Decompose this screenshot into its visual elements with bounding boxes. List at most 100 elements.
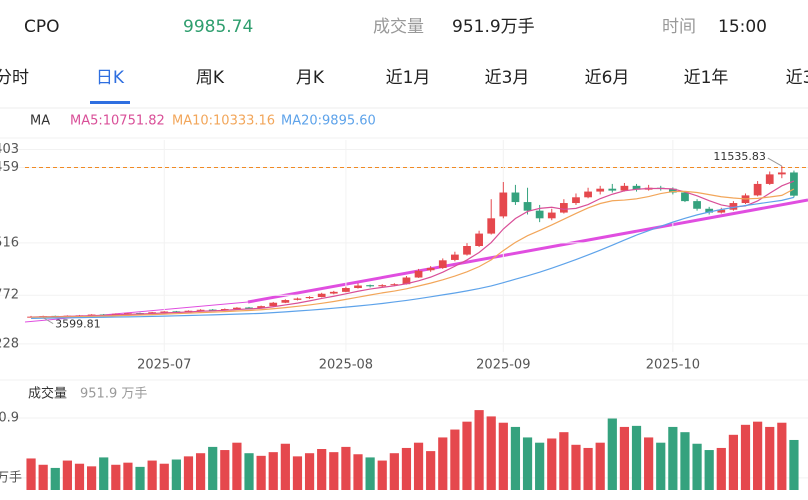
volume-bar	[498, 422, 508, 490]
candle-body	[293, 298, 302, 300]
volume-bar	[728, 434, 738, 490]
low-label: 3599.81	[55, 318, 101, 331]
volume-bar	[413, 442, 424, 490]
x-tick-label: 2025-07	[137, 358, 191, 373]
symbol: CPO	[24, 17, 60, 37]
tab[interactable]: 分时	[0, 68, 29, 88]
volume-bar	[341, 446, 351, 490]
candle-body	[487, 218, 496, 234]
candle-body	[124, 313, 132, 315]
volume-bar	[753, 421, 763, 490]
y-tick-label: 11459	[0, 160, 19, 175]
candle-body	[390, 284, 399, 286]
volume-bar	[522, 437, 533, 490]
candle-body	[777, 172, 786, 175]
volume-bar	[668, 426, 678, 490]
volume-bar	[147, 460, 157, 490]
tab[interactable]: 近3月	[485, 68, 530, 88]
tabs: 分时 日K 周K 月K 近1月 近3月 近6月 近1年 近3年	[0, 68, 808, 104]
time: 15:00	[718, 17, 767, 37]
candle-body	[402, 277, 411, 285]
volume-bar	[50, 467, 60, 490]
candle-body	[705, 208, 714, 213]
tab[interactable]: 日K	[96, 68, 125, 88]
time-label: 时间	[662, 17, 696, 37]
legend-title: MA	[30, 114, 50, 129]
candle-body	[584, 191, 592, 198]
candle-body	[608, 188, 617, 191]
tab[interactable]: 近1年	[684, 68, 729, 88]
tab[interactable]: 周K	[196, 68, 225, 88]
x-tick-label: 2025-10	[646, 358, 700, 373]
volume-bar	[268, 452, 278, 490]
volume-bar	[510, 426, 521, 490]
trend-line	[247, 198, 808, 304]
ma-line	[31, 188, 795, 318]
volume-bar	[183, 456, 194, 490]
candle-body	[511, 192, 520, 203]
volume-bar	[159, 463, 169, 490]
volume-bar	[559, 432, 569, 490]
candle-body	[172, 311, 181, 313]
candle-body	[668, 188, 677, 193]
y-tick-label: 2228	[0, 336, 19, 351]
candle-body	[620, 185, 629, 191]
volume-bar	[547, 438, 557, 490]
volume-caption: 951.9 万手	[80, 387, 147, 402]
candle-body	[499, 192, 508, 217]
x-tick-label: 2025-08	[319, 358, 373, 373]
trend-line	[24, 301, 249, 323]
volume-bar	[631, 425, 642, 490]
candle-body	[790, 172, 798, 196]
price: 9985.74	[183, 17, 253, 37]
candle-body	[475, 233, 483, 246]
candle-body	[414, 270, 423, 278]
candle-body	[366, 285, 374, 287]
candle-body	[342, 288, 350, 292]
volume-bar	[583, 447, 593, 490]
tab[interactable]: 近3年	[786, 68, 808, 88]
volume-bar	[595, 442, 605, 490]
high-label: 11535.83	[713, 150, 766, 163]
tab[interactable]: 月K	[296, 68, 325, 88]
candle-body	[693, 201, 701, 209]
candle-body	[329, 291, 338, 294]
volume-bar	[486, 416, 496, 490]
annotation-pointer	[767, 157, 783, 167]
volume-bar	[232, 442, 242, 490]
volume-bar	[62, 460, 72, 490]
volume-bar	[571, 444, 581, 490]
candle-body	[438, 260, 447, 268]
volume-bar	[353, 454, 363, 490]
candle-body	[148, 312, 157, 314]
volume-bar	[426, 451, 436, 490]
volume-bar	[208, 446, 218, 490]
volume-bar	[535, 442, 545, 490]
tab[interactable]: 近1月	[386, 68, 431, 88]
legend-entry: MA20:9895.60	[281, 114, 376, 129]
volume-bar	[389, 453, 399, 490]
candle-body	[463, 246, 471, 255]
candle-body	[245, 307, 253, 309]
legend-entry: MA10:10333.16	[172, 114, 275, 129]
volume-bar	[438, 437, 448, 490]
volume-bar	[462, 421, 472, 490]
volume-bar	[716, 447, 726, 490]
volume-bar	[656, 442, 666, 490]
volume-tick-label: 1370.9	[0, 410, 19, 425]
volume-bar	[740, 424, 751, 490]
annotation-pointer	[42, 317, 54, 325]
volume-bar	[292, 456, 303, 490]
volume-bar	[171, 459, 181, 490]
volume-bar	[38, 464, 48, 490]
volume-bar	[220, 450, 230, 490]
candle-body	[717, 209, 726, 213]
volume-bar	[256, 455, 266, 490]
candle-body	[729, 203, 738, 210]
y-tick-label: 4772	[0, 288, 19, 303]
candle-body	[220, 309, 229, 311]
volume-bar	[401, 447, 412, 490]
y-tick-label: 12403	[0, 142, 19, 157]
tab[interactable]: 近6月	[585, 68, 630, 88]
